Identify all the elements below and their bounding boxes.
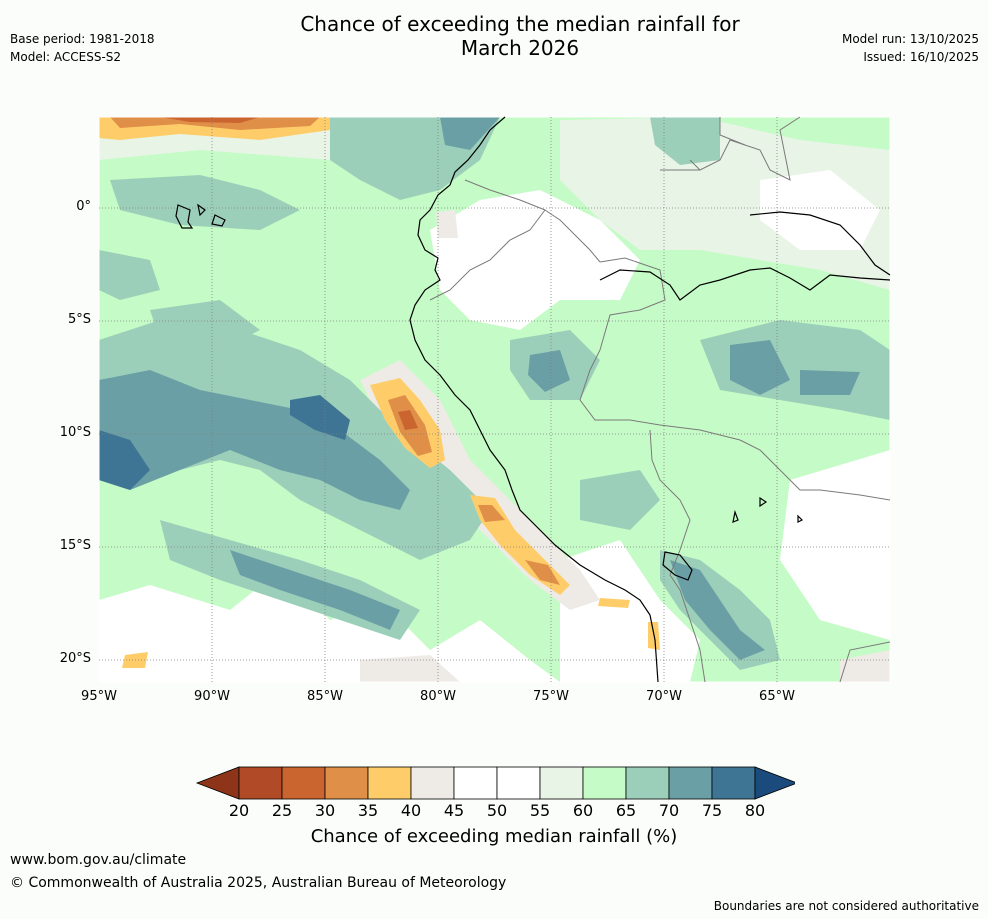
colorbar-tick-25: 25 bbox=[271, 801, 293, 820]
gridlines bbox=[99, 117, 890, 682]
meta-left: Base period: 1981-2018 Model: ACCESS-S2 bbox=[10, 30, 155, 66]
dry-band-north-25 bbox=[160, 117, 260, 123]
colorbar-tick-40: 40 bbox=[400, 801, 422, 820]
colorbar-bin-50-55 bbox=[496, 766, 541, 800]
coastline-rio-negro bbox=[749, 211, 891, 276]
lon-label-65w: 65°W bbox=[759, 689, 795, 704]
lat-label-20s: 20°S bbox=[59, 651, 91, 666]
colorbar-tick-35: 35 bbox=[357, 801, 379, 820]
border-colombia-brazil bbox=[579, 257, 741, 441]
border-chile-argentina bbox=[689, 619, 891, 683]
colorbar bbox=[195, 766, 795, 800]
lat-label-10s: 10°S bbox=[59, 425, 91, 440]
colorbar-tick-30: 30 bbox=[314, 801, 336, 820]
colorbar-tick-70: 70 bbox=[658, 801, 680, 820]
colorbar-tick-60: 60 bbox=[572, 801, 594, 820]
lon-label-85w: 85°W bbox=[307, 689, 343, 704]
colorbar-bin-60-65 bbox=[582, 766, 627, 800]
colorbar-arrow-high bbox=[754, 766, 795, 800]
dry-coastal-25-north bbox=[398, 410, 418, 430]
lat-label-5s: 5°S bbox=[67, 312, 91, 327]
lon-label-75w: 75°W bbox=[533, 689, 569, 704]
colorbar-bin-75-80 bbox=[711, 766, 756, 800]
colorbar-bin-45-50 bbox=[453, 766, 498, 800]
colorbar-tick-45: 45 bbox=[443, 801, 465, 820]
light-region-chaco bbox=[780, 450, 890, 640]
colorbar-bin-70-75 bbox=[668, 766, 713, 800]
map-title: Chance of exceeding the median rainfall … bbox=[0, 12, 988, 60]
footer-url[interactable]: www.bom.gov.au/climate bbox=[10, 852, 187, 868]
wet-mid-pacific-70 bbox=[110, 175, 300, 230]
wet-bolivia-75 bbox=[670, 560, 765, 660]
light-region-altiplano bbox=[560, 540, 700, 682]
footer-copyright: © Commonwealth of Australia 2025, Austra… bbox=[10, 875, 507, 891]
country-borders bbox=[429, 116, 891, 683]
lat-label-0: 0° bbox=[76, 199, 91, 214]
light-region-south-east bbox=[840, 650, 890, 682]
light-region-bottom-left bbox=[360, 655, 460, 682]
border-venezuela bbox=[689, 117, 746, 171]
border-ecuador-colombia bbox=[464, 179, 546, 211]
colorbar-arrow-low bbox=[195, 766, 240, 800]
base-period: Base period: 1981-2018 bbox=[10, 32, 155, 46]
meta-right: Model run: 13/10/2025 Issued: 16/10/2025 bbox=[842, 30, 979, 66]
border-bolivia-brazil bbox=[739, 439, 891, 501]
colorbar-bin-55-60 bbox=[539, 766, 584, 800]
title-line-2: March 2026 bbox=[460, 36, 580, 60]
title-line-1: Chance of exceeding the median rainfall … bbox=[300, 12, 740, 36]
colorbar-tick-65: 65 bbox=[615, 801, 637, 820]
wet-south-central-70 bbox=[580, 470, 660, 530]
coastlines bbox=[175, 116, 891, 683]
lat-label-15s: 15°S bbox=[59, 538, 91, 553]
model-run: Model run: 13/10/2025 bbox=[841, 32, 979, 46]
light-region-andes-north bbox=[430, 190, 640, 330]
wet-east-75 bbox=[730, 340, 860, 395]
lon-label-95w: 95°W bbox=[81, 689, 117, 704]
wet-amazon-75 bbox=[528, 350, 570, 392]
wet-core-offshore-80 bbox=[290, 395, 350, 440]
map-frame bbox=[98, 116, 891, 683]
colorbar-label: Chance of exceeding median rainfall (%) bbox=[310, 826, 678, 847]
lake-titicaca bbox=[662, 551, 693, 581]
border-brazil-north bbox=[660, 116, 801, 181]
lon-label-70w: 70°W bbox=[646, 689, 682, 704]
issued-date: Issued: 16/10/2025 bbox=[863, 50, 979, 64]
map-contours bbox=[99, 117, 890, 682]
colorbar-tick-20: 20 bbox=[228, 801, 250, 820]
wet-band-offshore-75 bbox=[99, 370, 410, 510]
colorbar-tick-75: 75 bbox=[701, 801, 723, 820]
colorbar-bin-40-45 bbox=[410, 766, 455, 800]
lon-label-80w: 80°W bbox=[420, 689, 456, 704]
wet-core-west-80 bbox=[99, 430, 150, 490]
colorbar-bin-35-40 bbox=[367, 766, 412, 800]
coastline-west-south-america bbox=[409, 116, 659, 683]
wet-band-mid-west-70 bbox=[150, 300, 260, 350]
dry-coastal-35-chile bbox=[598, 598, 660, 650]
wet-band-south-75 bbox=[230, 550, 400, 630]
wet-north-coast-75 bbox=[440, 117, 500, 150]
colorbar-bin-30-35 bbox=[324, 766, 369, 800]
colorbar-tick-50: 50 bbox=[486, 801, 508, 820]
wet-north-amazon-70 bbox=[650, 117, 720, 165]
colorbar-tick-80: 80 bbox=[744, 801, 766, 820]
colorbar-tick-55: 55 bbox=[529, 801, 551, 820]
colorbar-bin-20-25 bbox=[238, 766, 283, 800]
dry-band-north-30 bbox=[110, 117, 320, 130]
colorbar-bin-25-30 bbox=[281, 766, 326, 800]
dry-coastal-30-south bbox=[478, 505, 560, 585]
border-ecuador-peru bbox=[429, 209, 601, 301]
galapagos-islands bbox=[175, 203, 226, 229]
light-region-south-pacific bbox=[99, 570, 560, 682]
border-peru-bolivia bbox=[649, 429, 691, 621]
coastline-amazon-river bbox=[599, 267, 891, 301]
model-name: Model: ACCESS-S2 bbox=[10, 50, 122, 64]
light-region-east bbox=[760, 170, 880, 250]
lon-label-90w: 90°W bbox=[194, 689, 230, 704]
dry-peru-north-40 bbox=[436, 210, 458, 238]
wet-band-west-70 bbox=[99, 250, 160, 300]
colorbar-bin-65-70 bbox=[625, 766, 670, 800]
bolivia-lakes bbox=[732, 496, 804, 523]
footer-note: Boundaries are not considered authoritat… bbox=[713, 899, 979, 913]
